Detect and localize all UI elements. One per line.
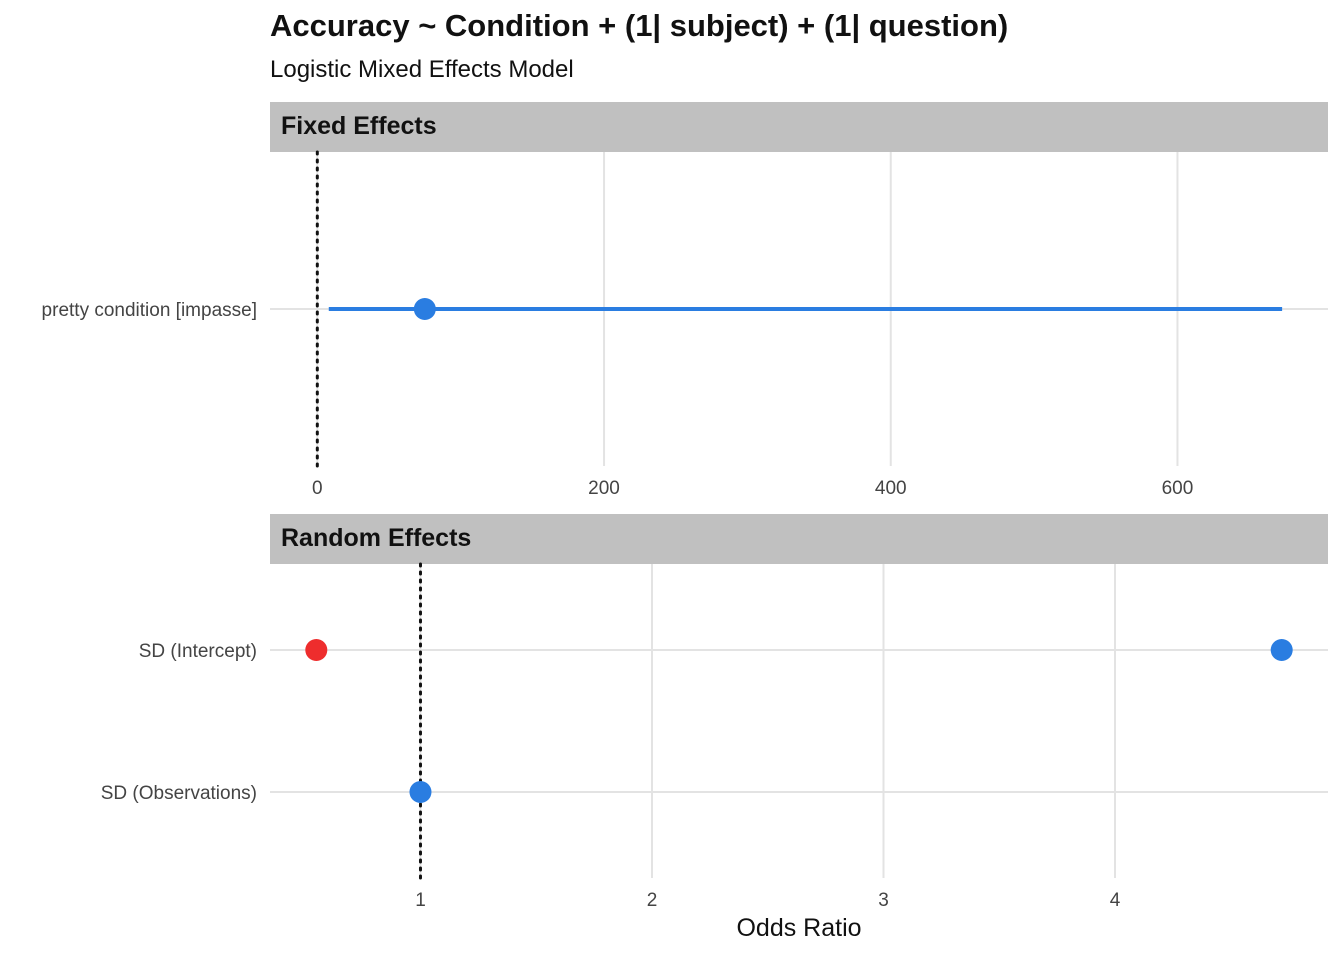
- x-tick-label: 2: [647, 890, 658, 911]
- facet-label-random: Random Effects: [281, 524, 472, 552]
- y-tick-label: pretty condition [impasse]: [42, 300, 257, 321]
- x-tick-label: 200: [588, 478, 620, 499]
- facet-label-fixed: Fixed Effects: [281, 112, 437, 140]
- x-tick-label: 0: [312, 478, 323, 499]
- y-tick-label: SD (Intercept): [139, 641, 257, 662]
- estimate-point: [413, 298, 436, 320]
- x-tick-label: 3: [878, 890, 889, 911]
- x-tick-label: 1: [415, 890, 426, 911]
- chart-subtitle: Logistic Mixed Effects Model: [270, 56, 574, 83]
- x-tick-label: 4: [1110, 890, 1121, 911]
- estimate-point: [1270, 639, 1293, 661]
- estimate-point: [409, 781, 432, 803]
- facet-strip-random: Random Effects: [270, 514, 1328, 564]
- chart-title: Accuracy ~ Condition + (1| subject) + (1…: [270, 8, 1009, 43]
- y-tick-label: SD (Observations): [101, 783, 257, 804]
- x-tick-label: 600: [1162, 478, 1194, 499]
- x-tick-label: 400: [875, 478, 907, 499]
- x-axis-label: Odds Ratio: [736, 914, 862, 942]
- facet-strip-fixed: Fixed Effects: [270, 102, 1328, 152]
- estimate-point: [305, 639, 328, 661]
